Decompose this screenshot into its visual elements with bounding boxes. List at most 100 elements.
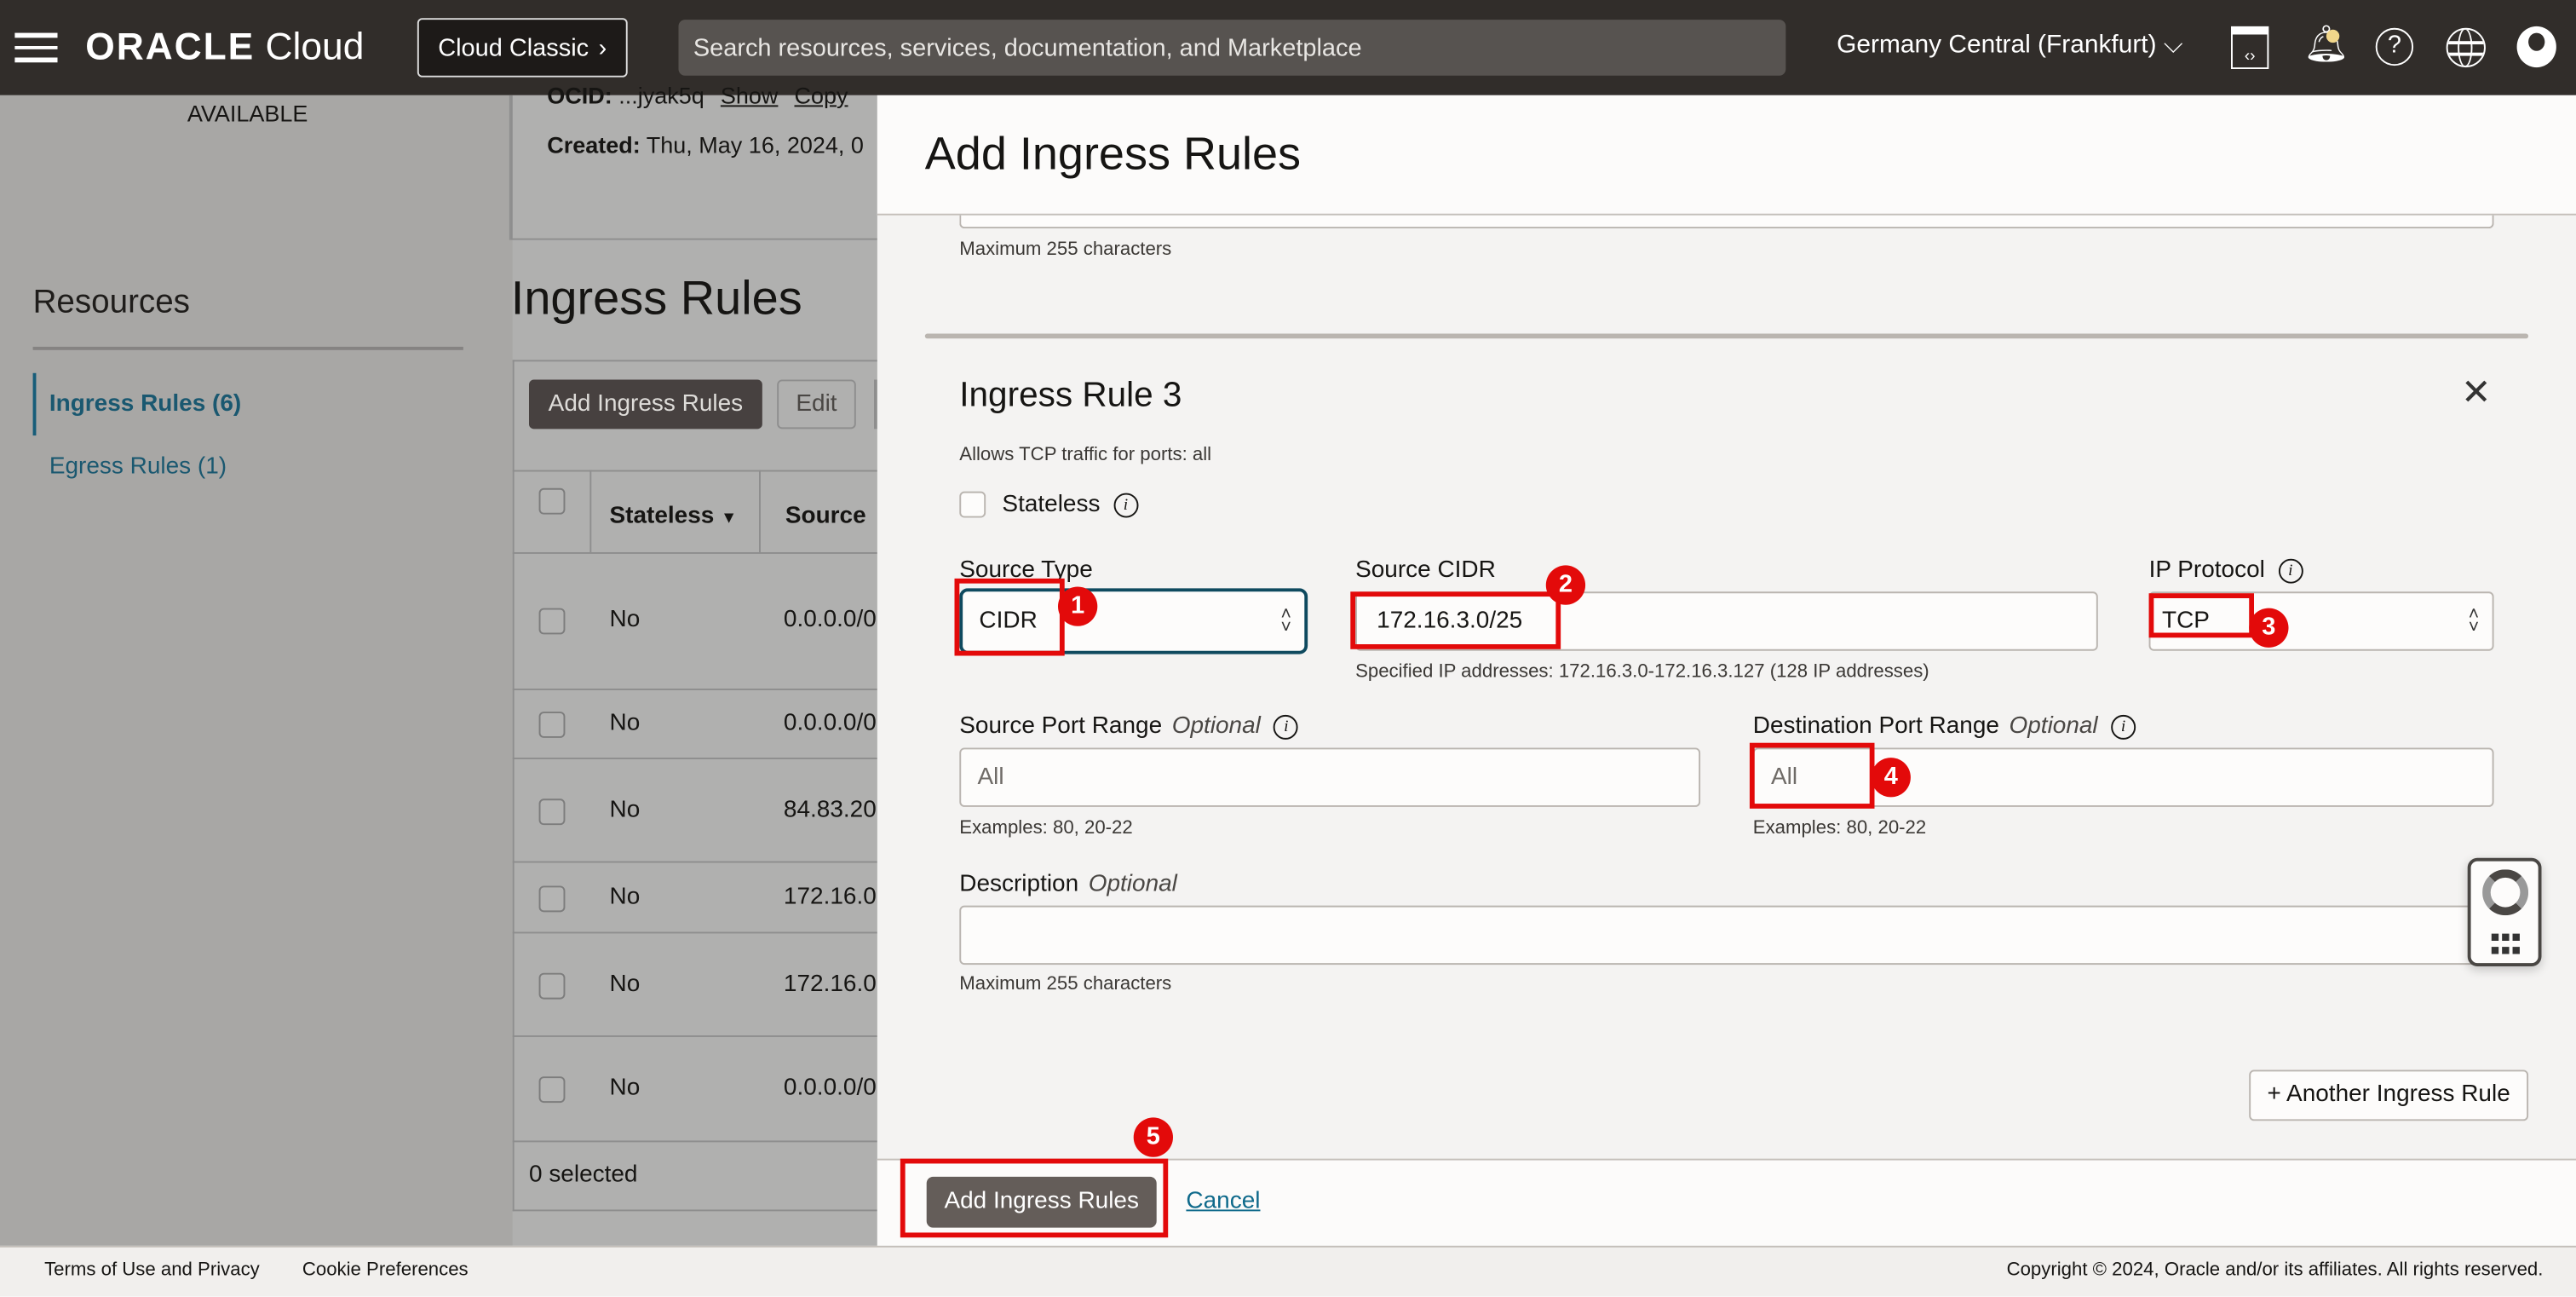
source-cidr-value: 172.16.3.0/25 [1377, 608, 1523, 635]
optional-tag: Optional [1171, 712, 1261, 740]
column-divider [589, 470, 592, 552]
stateless-checkbox[interactable] [959, 491, 986, 518]
row-checkbox[interactable] [538, 798, 566, 826]
row-divider [512, 861, 877, 863]
add-ingress-rules-submit-button[interactable]: Add Ingress Rules [926, 1176, 1157, 1228]
optional-tag: Optional [1088, 871, 1177, 897]
more-button-edge [873, 379, 877, 429]
dest-port-label: Destination Port Range Optional i [1753, 713, 2136, 740]
add-ingress-rules-button-bg[interactable]: Add Ingress Rules [528, 379, 762, 429]
ip-protocol-text: IP Protocol [2148, 556, 2265, 584]
rule-summary: Allows TCP traffic for ports: all [959, 445, 1212, 465]
row-checkbox[interactable] [538, 972, 566, 1000]
stateless-text: Stateless [1002, 491, 1101, 518]
details-divider [509, 95, 511, 240]
hamburger-menu-icon[interactable] [14, 32, 58, 63]
source-port-placeholder: All [977, 764, 1004, 791]
source-type-select[interactable]: CIDR ˄ ˅ [959, 588, 1308, 654]
annotation-box-2 [1350, 591, 1561, 649]
row-divider [512, 758, 877, 759]
column-divider [758, 470, 761, 552]
annotation-badge-1: 1 [1057, 586, 1098, 626]
select-all-checkbox[interactable] [538, 487, 566, 515]
search-placeholder: Search resources, services, documentatio… [693, 33, 1362, 62]
code-editor-icon[interactable]: ‹› [2230, 26, 2269, 69]
cloud-classic-button[interactable]: Cloud Classic › [417, 18, 628, 78]
dest-port-placeholder: All [1770, 764, 1798, 791]
section-title: Ingress Rules [510, 273, 802, 326]
details-border-bottom [510, 238, 877, 240]
cancel-link[interactable]: Cancel [1186, 1188, 1261, 1215]
select-arrows-icon: ˄ ˅ [1280, 604, 1291, 638]
row-checkbox[interactable] [538, 712, 566, 738]
source-cidr-help: Specified IP addresses: 172.16.3.0-172.1… [1355, 662, 1929, 683]
dest-port-input[interactable]: All [1752, 747, 2494, 807]
another-ingress-rule-button[interactable]: + Another Ingress Rule [2249, 1069, 2529, 1121]
row-stateless: No [609, 1075, 641, 1102]
dest-port-text: Destination Port Range [1752, 712, 1999, 740]
stateless-label: Stateless i [1002, 491, 1138, 518]
table-row [513, 832, 877, 932]
page-footer [0, 1245, 2576, 1297]
ip-protocol-value: TCP [2161, 608, 2210, 635]
ip-protocol-select[interactable]: TCP ˄ ˅ [2148, 591, 2494, 651]
source-port-text: Source Port Range [959, 712, 1163, 740]
cloud-classic-label: Cloud Classic [438, 33, 589, 62]
annotation-badge-4: 4 [1871, 758, 1911, 798]
details-border [510, 95, 513, 240]
copyright-text: Copyright © 2024, Oracle and/or its affi… [2006, 1260, 2544, 1281]
status-label: AVAILABLE [187, 100, 308, 127]
ocid-copy-link[interactable]: Copy [794, 82, 848, 109]
terms-link[interactable]: Terms of Use and Privacy [44, 1260, 260, 1281]
annotation-box-5 [900, 1158, 1169, 1238]
info-icon[interactable]: i [1113, 493, 1138, 518]
profile-icon[interactable] [2516, 26, 2556, 68]
row-stateless: No [609, 884, 641, 911]
left-panel [0, 95, 513, 1246]
lifebuoy-icon [2482, 869, 2529, 916]
row-stateless: No [609, 797, 641, 824]
cookie-preferences-link[interactable]: Cookie Preferences [302, 1260, 469, 1281]
remove-rule-close-icon[interactable]: ✕ [2460, 371, 2492, 413]
active-indicator [32, 372, 37, 436]
oracle-cloud-logo[interactable]: ORACLE Cloud [85, 25, 364, 69]
row-divider [512, 689, 877, 690]
region-label: Germany Central (Frankfurt) [1837, 31, 2157, 60]
source-cidr-input[interactable]: 172.16.3.0/25 [1355, 591, 2098, 651]
help-icon[interactable]: ? [2375, 27, 2414, 66]
annotation-badge-5: 5 [1133, 1117, 1173, 1157]
panel-footer [877, 1158, 2576, 1246]
info-icon[interactable]: i [1274, 714, 1299, 740]
globe-icon[interactable] [2446, 27, 2486, 68]
resources-heading: Resources [32, 284, 190, 321]
row-source: 84.83.20 [783, 797, 877, 824]
sidebar-item-ingress-rules[interactable]: Ingress Rules (6) [49, 390, 242, 418]
column-header-stateless[interactable]: Stateless ▼ [609, 503, 737, 529]
annotation-badge-3: 3 [2249, 608, 2289, 648]
info-icon[interactable]: i [2111, 714, 2136, 740]
row-divider [512, 1035, 877, 1037]
ocid-show-link[interactable]: Show [720, 82, 779, 109]
ingress-rules-table [512, 360, 940, 1212]
search-input[interactable]: Search resources, services, documentatio… [678, 20, 1786, 76]
row-source: 0.0.0.0/0 [783, 1075, 877, 1102]
sidebar-item-egress-rules[interactable]: Egress Rules (1) [49, 453, 227, 481]
region-selector[interactable]: Germany Central (Frankfurt) ⌵ [1837, 32, 2182, 61]
created-label: Created: [547, 131, 641, 159]
source-port-input[interactable]: All [959, 747, 1701, 807]
sort-caret-icon: ▼ [721, 509, 738, 528]
description-input[interactable] [959, 905, 2494, 966]
row-checkbox[interactable] [538, 1076, 566, 1104]
previous-description-help: Maximum 255 characters [959, 239, 1172, 260]
edit-button[interactable]: Edit [777, 379, 856, 429]
help-widget[interactable]: ■■■ ■■■ [2467, 857, 2542, 966]
row-source: 0.0.0.0/0 [783, 710, 877, 736]
row-checkbox[interactable] [538, 608, 566, 635]
stateless-header-label: Stateless [609, 503, 715, 529]
info-icon[interactable]: i [2278, 558, 2303, 584]
description-text: Description [959, 871, 1079, 897]
bell-icon[interactable]: 🔔︎ [2303, 22, 2349, 65]
chevron-right-icon: › [598, 33, 607, 62]
logo-brand: ORACLE [85, 24, 256, 68]
row-checkbox[interactable] [538, 885, 566, 913]
